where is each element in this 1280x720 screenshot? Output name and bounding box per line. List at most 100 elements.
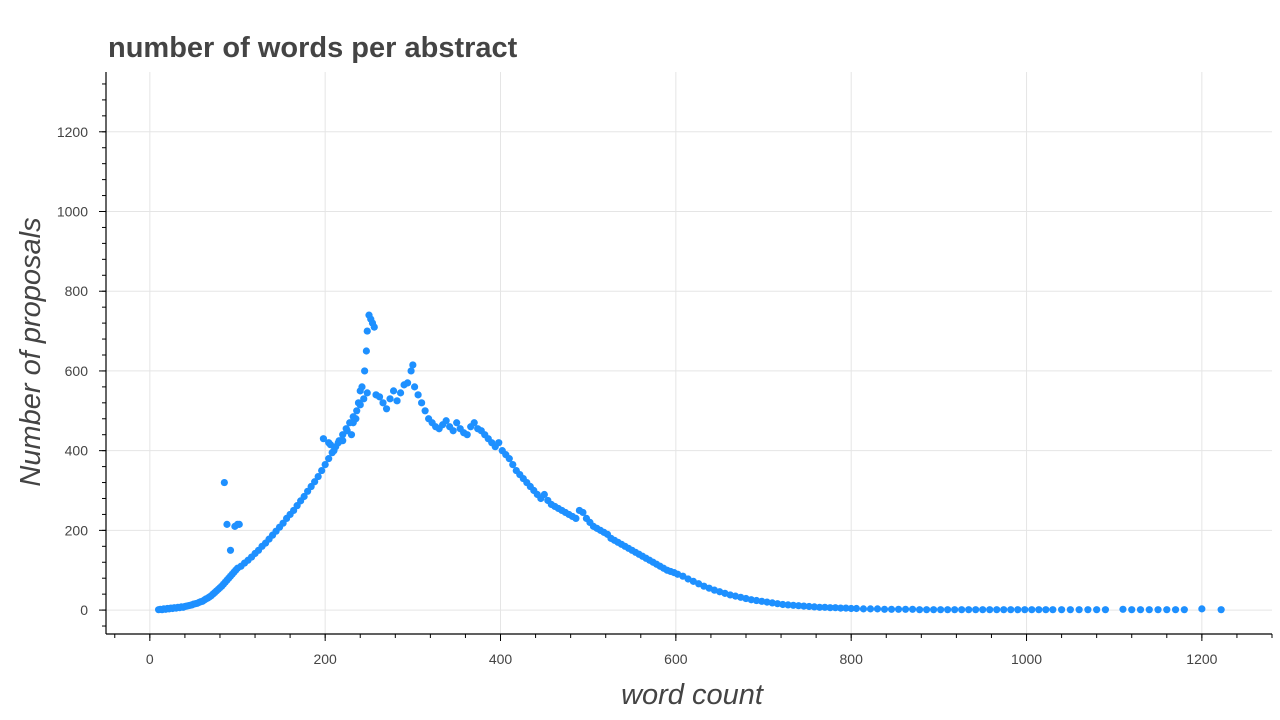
data-point [223, 520, 231, 528]
axes: 0 200 400 600 800 1000 1200 0 200 400 600 800 1000 12… [57, 72, 1273, 667]
data-point [325, 455, 333, 463]
data-point [965, 606, 973, 614]
data-point [386, 395, 394, 403]
data-point [409, 361, 417, 369]
data-point [866, 605, 875, 613]
x-axis-label: word count [621, 679, 765, 711]
data-point [1119, 605, 1127, 613]
data-point [382, 405, 391, 413]
data-point [1035, 606, 1043, 614]
data-point [1163, 606, 1171, 614]
data-point [944, 606, 952, 614]
data-point [789, 601, 797, 609]
data-point [505, 455, 513, 463]
data-point [1075, 606, 1083, 614]
y-axis-label: Number of proposals [15, 217, 47, 486]
data-point [763, 598, 771, 606]
data-point [470, 419, 478, 427]
data-point [773, 600, 782, 608]
data-point [379, 399, 387, 407]
x-tick-label: 1000 [1011, 651, 1042, 667]
data-point [414, 391, 422, 399]
data-point [361, 367, 369, 375]
data-point [752, 596, 761, 605]
x-tick-label: 800 [840, 651, 864, 667]
data-point [347, 431, 356, 439]
data-point [1145, 606, 1153, 614]
data-point [922, 606, 931, 614]
data-point [1093, 606, 1101, 614]
data-point [915, 606, 924, 614]
data-point [880, 605, 889, 613]
data-point [1057, 606, 1066, 614]
data-point [993, 606, 1001, 614]
y-tick-label: 0 [80, 602, 88, 618]
data-point [319, 435, 328, 443]
data-point [1101, 606, 1110, 614]
y-tick-label: 200 [65, 522, 89, 538]
data-point [509, 461, 517, 469]
data-point [1128, 606, 1136, 614]
y-tick-label: 400 [65, 443, 89, 459]
data-point [894, 605, 903, 613]
x-tick-label: 200 [313, 651, 337, 667]
data-point [300, 492, 308, 501]
y-tick-label: 1200 [57, 124, 88, 140]
data-point [951, 606, 959, 614]
data-point [1014, 606, 1022, 614]
data-point [908, 605, 917, 613]
chart-title: number of words per abstract [108, 32, 518, 64]
data-point [873, 605, 882, 613]
data-point [901, 605, 910, 613]
data-point [831, 604, 840, 612]
data-point [1136, 606, 1145, 614]
data-point [393, 397, 401, 405]
data-point [1217, 606, 1225, 614]
data-point [1198, 605, 1206, 613]
data-point [495, 439, 503, 447]
data-point [937, 606, 945, 614]
data-points [155, 311, 1225, 614]
data-point [887, 605, 896, 613]
data-point [958, 606, 966, 614]
data-point [363, 389, 371, 397]
data-point [779, 600, 787, 609]
data-point [1049, 606, 1057, 614]
data-point [453, 419, 461, 427]
data-point [410, 383, 419, 391]
data-point [358, 383, 366, 391]
data-point [407, 367, 415, 375]
data-point [837, 604, 845, 612]
data-point [352, 415, 360, 423]
data-point [1042, 606, 1050, 614]
y-tick-label: 1000 [57, 204, 88, 220]
data-point [821, 603, 829, 611]
data-point [220, 478, 228, 487]
x-tick-label: 1200 [1186, 651, 1217, 667]
data-point [784, 601, 792, 609]
data-point [826, 604, 834, 612]
data-point [572, 514, 580, 523]
data-point [226, 546, 235, 554]
data-point [318, 466, 326, 475]
data-point [363, 327, 371, 335]
data-point [370, 323, 378, 331]
data-point [929, 606, 938, 614]
data-point [842, 604, 850, 612]
data-point [1021, 606, 1029, 614]
data-point [1066, 606, 1074, 614]
data-point [314, 472, 322, 481]
data-point [353, 407, 361, 415]
data-point [579, 508, 587, 517]
data-point [360, 395, 368, 403]
data-point [326, 441, 335, 449]
data-point [1000, 606, 1008, 614]
data-point [1028, 606, 1036, 614]
data-point [1007, 606, 1015, 614]
data-point [330, 447, 338, 455]
data-point [810, 603, 818, 611]
data-point [463, 431, 471, 439]
data-point [321, 461, 329, 469]
data-point [859, 605, 868, 613]
grid [106, 72, 1272, 634]
